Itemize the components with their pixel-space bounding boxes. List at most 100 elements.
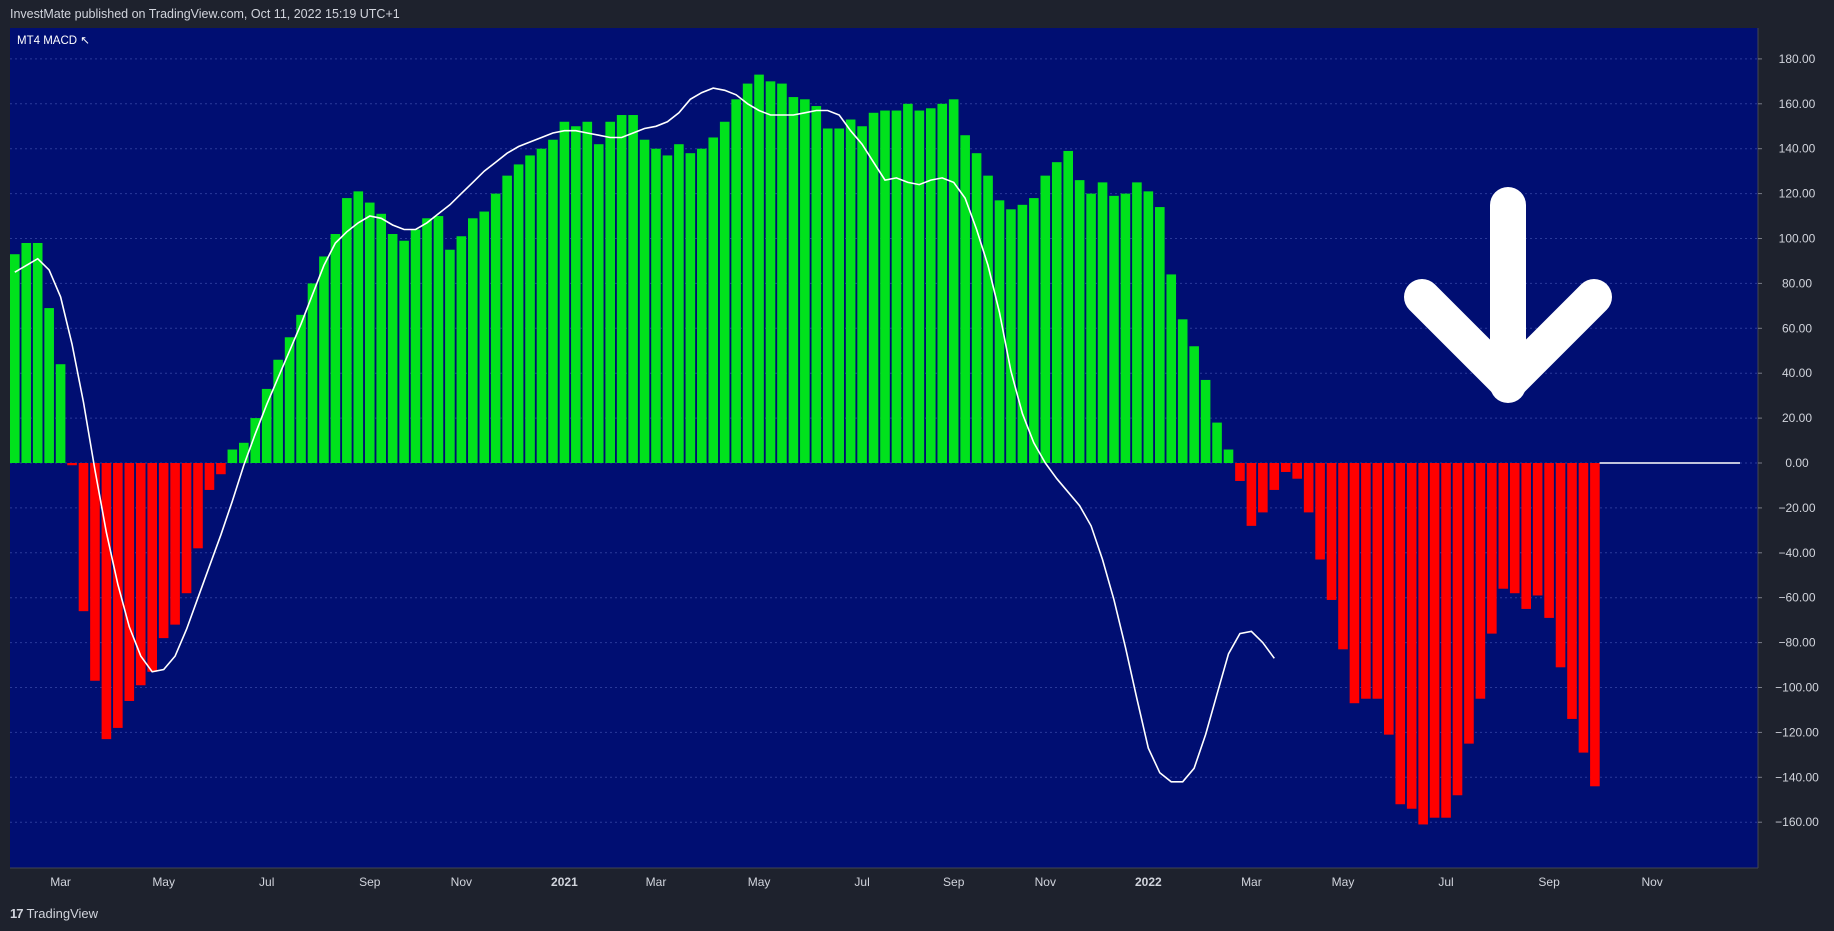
x-tick-label: Mar — [646, 875, 667, 889]
indicator-legend[interactable]: MT4 MACD ↖ — [17, 33, 90, 47]
histogram-bar — [651, 148, 661, 463]
histogram-bar — [1269, 463, 1280, 490]
histogram-bar — [1177, 319, 1188, 463]
histogram-bar — [1567, 463, 1577, 719]
x-axis-panel — [0, 868, 1834, 895]
histogram-bar — [1406, 463, 1417, 809]
histogram-bar — [1235, 463, 1245, 481]
x-tick-label: Jul — [259, 875, 274, 889]
histogram-bar — [364, 202, 375, 463]
histogram-bar — [1326, 463, 1337, 600]
down-arrow-icon — [1404, 187, 1612, 403]
histogram-bar — [410, 229, 421, 463]
histogram-bar — [937, 103, 948, 464]
histogram-bar — [319, 256, 329, 463]
histogram-bar — [1532, 463, 1543, 596]
y-tick-label: 0.00 — [1785, 456, 1809, 470]
histogram-bar — [1212, 422, 1222, 463]
histogram-bar — [822, 128, 833, 463]
histogram-bar — [708, 137, 719, 463]
x-tick-label: Mar — [1241, 875, 1262, 889]
histogram-bar — [1280, 463, 1291, 472]
histogram-bar — [1441, 463, 1451, 818]
histogram-bar — [685, 153, 696, 463]
histogram-bar — [1418, 463, 1428, 825]
histogram-bar — [1578, 463, 1589, 753]
histogram-bar — [559, 121, 570, 463]
histogram-bar — [662, 155, 673, 463]
x-tick-label: Sep — [359, 875, 381, 889]
histogram-bar — [1223, 449, 1234, 463]
tradingview-logo[interactable]: 17 TradingView — [10, 906, 98, 921]
histogram-bar — [1487, 463, 1497, 634]
histogram-bar — [135, 463, 146, 686]
histogram-bar — [639, 139, 650, 463]
histogram-bar — [616, 115, 627, 464]
y-tick-label: 20.00 — [1782, 411, 1812, 425]
histogram-bar — [1017, 204, 1028, 463]
y-tick-label: 140.00 — [1779, 142, 1816, 156]
histogram-bar — [10, 254, 20, 463]
histogram-bar — [1590, 463, 1600, 787]
histogram-bar — [1303, 463, 1314, 513]
y-tick-label: 100.00 — [1779, 232, 1816, 246]
x-tick-label: 2022 — [1135, 875, 1162, 889]
histogram-bar — [1006, 209, 1016, 463]
histogram-bar — [868, 112, 879, 463]
x-tick-label: May — [152, 875, 175, 889]
y-axis-panel — [1758, 28, 1834, 868]
histogram-bar — [468, 218, 478, 463]
histogram-bar — [32, 242, 43, 463]
histogram-bar — [971, 153, 982, 463]
histogram-bar — [433, 216, 444, 463]
histogram-bar — [55, 364, 66, 463]
histogram-bar — [101, 463, 112, 740]
histogram-bar — [193, 463, 203, 549]
histogram-bar — [490, 193, 501, 463]
histogram-bars — [10, 74, 1600, 825]
y-tick-label: 180.00 — [1779, 52, 1816, 66]
histogram-bar — [342, 198, 352, 463]
histogram-bar — [891, 110, 902, 463]
histogram-bar — [170, 463, 180, 625]
histogram-bar — [731, 99, 741, 463]
histogram-bar — [777, 83, 787, 463]
histogram-bar — [1521, 463, 1531, 609]
histogram-bar — [1143, 191, 1154, 464]
histogram-bar — [880, 110, 890, 463]
histogram-bar — [239, 442, 249, 463]
histogram-bar — [353, 191, 364, 464]
histogram-bar — [284, 337, 295, 463]
histogram-bar — [582, 121, 593, 463]
y-axis[interactable]: 180.00 160.00 140.00 120.00 100.00 80.00 60.00… — [1757, 28, 1834, 868]
histogram-bar — [261, 388, 272, 463]
histogram-bar — [1258, 463, 1268, 513]
histogram-bar — [216, 463, 226, 475]
histogram-bar — [181, 463, 192, 594]
histogram-bar — [674, 144, 684, 463]
histogram-bar — [1464, 463, 1474, 744]
histogram-bar — [788, 97, 799, 463]
y-tick-label: 120.00 — [1779, 187, 1816, 201]
histogram-bar — [1338, 463, 1348, 650]
histogram-bar — [1120, 193, 1131, 463]
x-tick-label: Sep — [943, 875, 965, 889]
y-tick-label: 80.00 — [1782, 276, 1812, 290]
histogram-bar — [296, 314, 306, 463]
histogram-bar — [1086, 193, 1096, 463]
histogram-bar — [456, 236, 467, 463]
histogram-bar — [250, 418, 261, 463]
histogram-bar — [628, 115, 638, 464]
histogram-bar — [399, 240, 409, 463]
y-tick-label: 40.00 — [1782, 366, 1812, 380]
histogram-bar — [754, 74, 764, 464]
histogram-bar — [1395, 463, 1406, 805]
x-tick-label: Jul — [1438, 875, 1453, 889]
histogram-bar — [1051, 162, 1062, 464]
x-tick-label: Sep — [1538, 875, 1560, 889]
histogram-bar — [845, 119, 856, 463]
histogram-bar — [502, 175, 512, 463]
down-arrow-shape — [1404, 187, 1612, 403]
x-axis[interactable]: Mar May Jul Sep Nov 2021 Mar May Jul Sep Nov 2022 Ma… — [0, 867, 1834, 895]
